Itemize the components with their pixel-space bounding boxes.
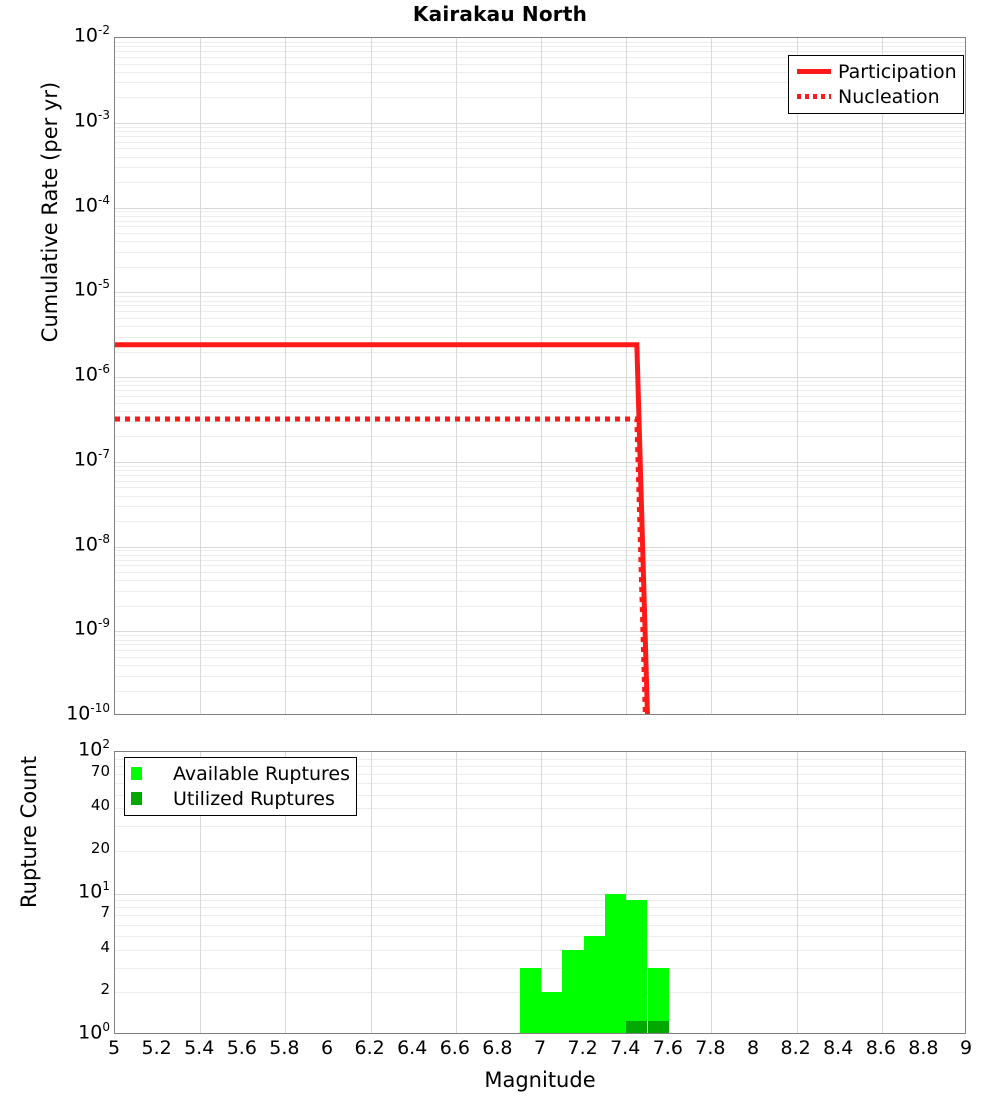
x-tick-label: 6.6 [439, 1037, 470, 1059]
bar-available [604, 893, 627, 1033]
y-tick-label: 4 [100, 937, 110, 956]
curve-participation [115, 342, 650, 714]
x-tick-label: 8.8 [908, 1037, 939, 1059]
x-tick-label: 9 [959, 1037, 973, 1059]
y-tick-label: 40 [90, 796, 110, 815]
y-tick-label: 7 [100, 903, 110, 922]
bar-available [647, 967, 669, 1033]
cumulative-rate-plot-area [114, 37, 966, 715]
y-tick-label: 10-5 [73, 277, 110, 301]
x-tick-label: 8.4 [823, 1037, 854, 1059]
legend-item-nucleation[interactable]: Nucleation [795, 84, 957, 109]
legend-label-participation: Participation [838, 60, 957, 83]
x-tick-label: 5 [107, 1037, 121, 1059]
available-ruptures-swatch-icon [131, 761, 169, 786]
x-tick-label: 6 [320, 1037, 334, 1059]
x-tick-label: 7.2 [567, 1037, 598, 1059]
y-tick-label: 10-7 [73, 446, 110, 471]
y-tick-label: 10-3 [73, 107, 110, 132]
x-tick-label: 8 [746, 1037, 760, 1059]
chart-title: Kairakau North [412, 2, 588, 26]
utilized-ruptures-swatch-icon [131, 786, 169, 811]
y-tick-label: 10-10 [66, 701, 110, 725]
legend-ruptures: Available Ruptures Utilized Ruptures [124, 757, 357, 816]
y-tick-label: 10-6 [73, 362, 110, 386]
legend-label-utilized-ruptures: Utilized Ruptures [173, 787, 335, 810]
x-tick-label: 7 [533, 1037, 547, 1059]
y-tick-label: 10-4 [73, 192, 110, 216]
x-tick-label: 8.2 [780, 1037, 811, 1059]
x-tick-label: 5.4 [184, 1037, 215, 1059]
x-axis-label-magnitude: Magnitude [484, 1068, 596, 1092]
x-tick-label: 6.8 [482, 1037, 513, 1059]
dotted-line-key-icon [795, 87, 833, 106]
legend-item-available-ruptures[interactable]: Available Ruptures [131, 761, 350, 786]
bar-utilized [626, 1021, 648, 1033]
x-tick-label: 6.2 [354, 1037, 385, 1059]
legend-curves: Participation Nucleation [788, 55, 964, 114]
y-tick-label: 20 [90, 838, 110, 857]
y-axis-label-cumulative-rate: Cumulative Rate (per yr) [38, 81, 62, 343]
bar-utilized [647, 1021, 669, 1033]
bar-available [562, 949, 584, 1033]
y-tick-label: 10-2 [73, 23, 110, 47]
y-tick-label: 102 [78, 737, 110, 761]
x-tick-label: 5.6 [226, 1037, 257, 1059]
legend-item-participation[interactable]: Participation [795, 59, 957, 84]
y-tick-label: 101 [78, 878, 110, 902]
x-tick-label: 8.6 [865, 1037, 896, 1059]
bar-available [583, 936, 605, 1033]
bar-available [519, 967, 541, 1033]
legend-item-utilized-ruptures[interactable]: Utilized Ruptures [131, 786, 350, 811]
y-tick-label: 2 [100, 980, 110, 999]
x-tick-label: 5.8 [269, 1037, 300, 1059]
y-tick-label: 10-8 [73, 531, 110, 555]
x-tick-label: 6.4 [397, 1037, 428, 1059]
x-tick-label: 7.4 [610, 1037, 641, 1059]
solid-line-key-icon [795, 62, 833, 81]
y-tick-label: 70 [90, 761, 110, 780]
x-tick-label: 5.2 [141, 1037, 172, 1059]
legend-label-nucleation: Nucleation [838, 85, 940, 108]
y-tick-label: 10-9 [73, 616, 110, 640]
y-tick-label: 100 [78, 1020, 110, 1044]
y-axis-label-rupture-count: Rupture Count [17, 756, 41, 908]
x-tick-label: 7.6 [652, 1037, 683, 1059]
x-tick-label: 7.8 [695, 1037, 726, 1059]
curve-nucleation [115, 416, 648, 714]
bar-available [626, 900, 648, 1033]
rate-curves [115, 342, 650, 714]
bar-available [541, 992, 563, 1033]
legend-label-available-ruptures: Available Ruptures [173, 762, 350, 785]
